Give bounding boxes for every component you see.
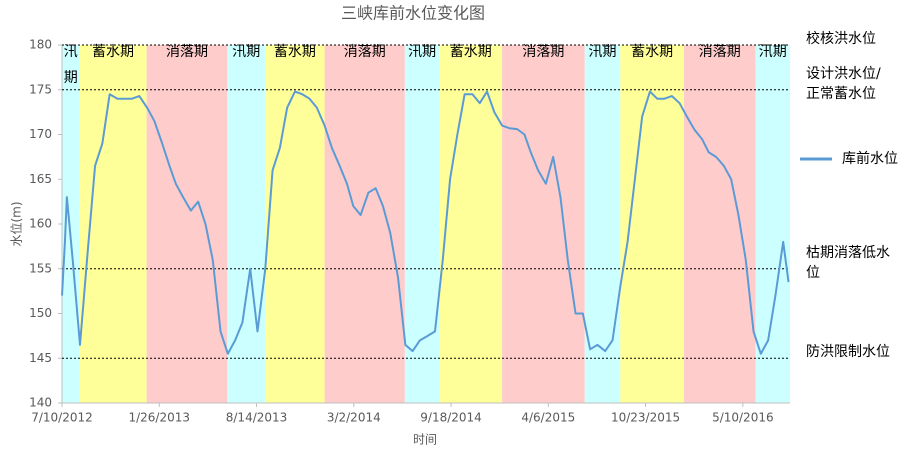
reference-label: 枯期消落低水位 [806,244,890,281]
x-tick-label: 5/10/2016 [712,411,774,425]
water-level-line [61,90,790,355]
period-band [146,45,228,403]
period-band [324,45,405,403]
period-band [584,45,621,403]
period-label: 蓄水期 [273,44,316,60]
period-label: 消落期 [343,44,386,60]
period-label: 汛期 [758,44,787,60]
x-tick-label: 10/23/2015 [611,411,680,425]
chart-title: 三峡库前水位变化图 [341,4,485,23]
period-band [620,45,684,403]
y-tick-label: 170 [29,127,52,141]
y-tick-label: 155 [29,261,52,275]
y-axis-label: 水位(m) [9,201,24,246]
period-label: 蓄水期 [449,44,492,60]
period-band [439,45,503,403]
reference-label: 防洪限制水位 [806,344,890,361]
y-tick-label: 175 [29,82,52,96]
period-label: 汛期 [63,44,78,86]
period-label: 汛期 [588,44,617,60]
x-tick-label: 3/2/2014 [327,411,381,425]
period-band [404,45,440,403]
period-label: 汛期 [232,44,261,60]
period-label: 消落期 [522,44,565,60]
y-tick-label: 160 [29,217,52,231]
reference-label: 设计洪水位/正常蓄水位 [806,65,881,102]
x-tick-label: 1/26/2013 [128,411,190,425]
period-band [683,45,756,403]
x-tick-label: 4/6/2015 [521,411,575,425]
x-tick-label: 9/18/2014 [420,411,482,425]
period-label: 蓄水期 [92,44,135,60]
y-tick-label: 145 [29,351,52,365]
y-tick-label: 140 [29,396,52,410]
period-band [502,45,585,403]
x-axis-label: 时间 [413,433,437,447]
period-label: 蓄水期 [631,44,674,60]
period-label: 消落期 [165,44,208,60]
period-band [62,45,80,403]
period-label: 汛期 [408,44,437,60]
bands [62,45,790,403]
period-band [227,45,266,403]
y-tick-label: 165 [29,172,52,186]
period-label: 消落期 [698,44,741,60]
legend-label: 库前水位 [842,150,898,167]
period-band [755,45,790,403]
x-tick-label: 7/10/2012 [31,411,93,425]
x-tick-label: 8/14/2013 [226,411,288,425]
reference-label: 校核洪水位 [806,31,876,47]
y-tick-label: 150 [29,306,52,320]
period-band [265,45,325,403]
y-tick-label: 180 [29,38,52,52]
